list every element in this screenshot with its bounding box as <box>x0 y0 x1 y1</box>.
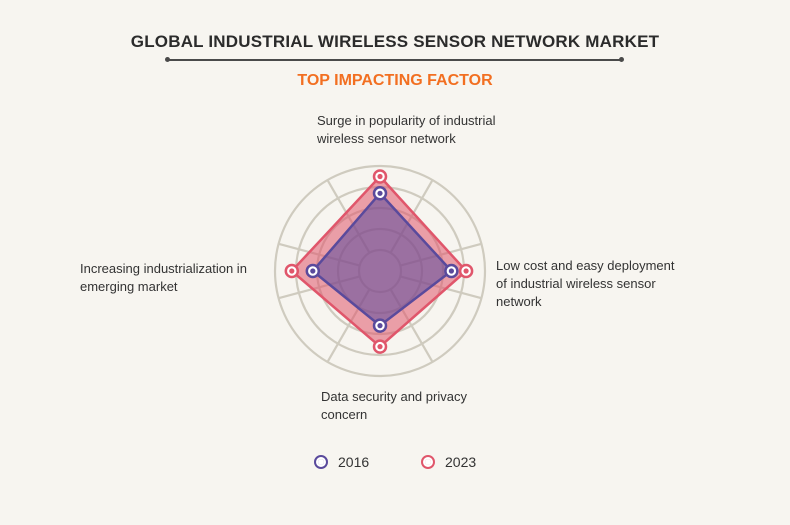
chart-subtitle: TOP IMPACTING FACTOR <box>297 72 493 89</box>
legend-label-2016: 2016 <box>338 454 370 470</box>
axis-label-surge-popularity: Surge in popularity of industrial wirele… <box>317 113 496 146</box>
chart-title: GLOBAL INDUSTRIAL WIRELESS SENSOR NETWOR… <box>130 32 660 51</box>
legend-marker-dot <box>425 459 431 465</box>
grid-ring-5 <box>273 164 487 378</box>
legend-item-2023: 2023 <box>421 454 476 470</box>
axis-label-data-security: Data security and privacy concern <box>321 389 467 422</box>
point-dot-2016-3 <box>377 323 383 329</box>
point-dot-2016-2 <box>448 268 454 274</box>
legend-marker-2023 <box>421 455 435 469</box>
legend: 2016 2023 <box>0 454 790 474</box>
point-dot-2023-3 <box>377 344 383 350</box>
point-dot-2023-2 <box>463 268 469 274</box>
title-divider <box>165 57 624 62</box>
point-dot-2016-1 <box>377 190 383 196</box>
axis-label-low-cost-deployment: Low cost and easy deployment of industri… <box>496 258 675 309</box>
legend-label-2023: 2023 <box>445 454 477 470</box>
legend-item-2016: 2016 <box>314 454 369 470</box>
point-dot-2023-1 <box>377 173 383 180</box>
legend-marker-dot <box>318 459 324 465</box>
point-dot-2016-4 <box>310 268 316 274</box>
legend-marker-2016 <box>314 455 328 469</box>
axis-label-industrialization: Increasing industrialization in emerging… <box>80 261 247 294</box>
point-dot-2023-4 <box>289 268 295 274</box>
